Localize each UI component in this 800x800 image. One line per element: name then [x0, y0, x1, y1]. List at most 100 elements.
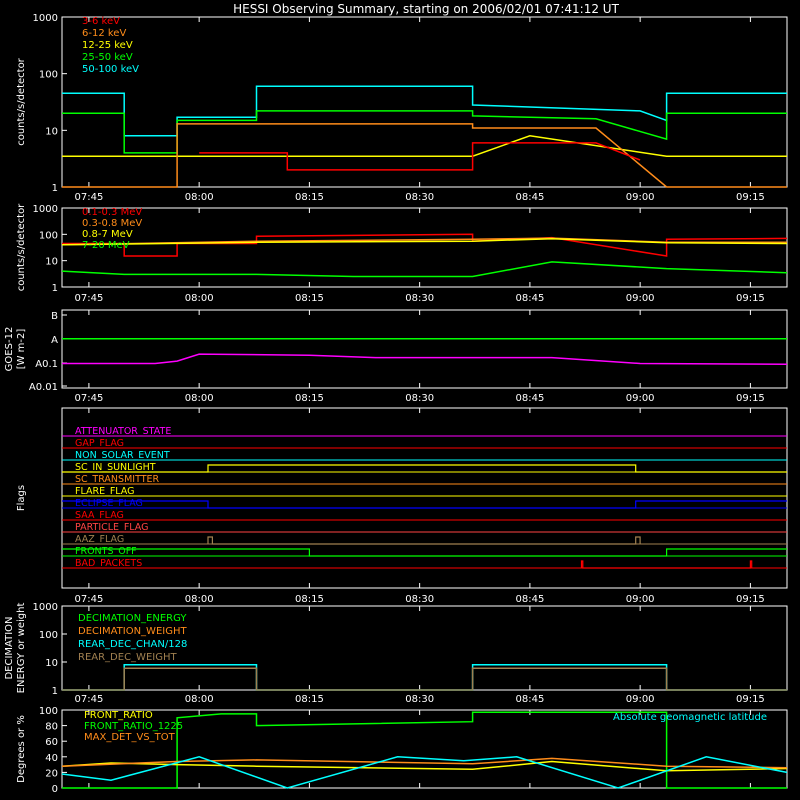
xtick-label: 09:15 [736, 393, 765, 404]
xtick-label: 07:45 [74, 594, 103, 605]
flag-label: SC_IN_SUNLIGHT [75, 462, 156, 473]
flag-label: SC_TRANSMITTER [75, 474, 160, 485]
ytick-label: 40 [45, 753, 58, 764]
series-line [61, 756, 788, 789]
y-axis-label: Flags [16, 485, 27, 511]
ytick-label: 1 [52, 183, 58, 194]
xtick-label: 08:30 [405, 694, 434, 705]
legend-entry: 6-12 keV [82, 28, 126, 39]
xtick-label: 08:45 [515, 694, 544, 705]
ytick-label: 1 [52, 686, 58, 697]
legend-entry: 0.3-0.8 MeV [82, 218, 142, 229]
panels: 1 10 100 1000 counts/s/detector 07:45 08:00 08:… [4, 13, 788, 795]
chart-title: HESSI Observing Summary, starting on 200… [233, 2, 619, 16]
xtick-label: 08:45 [515, 192, 544, 203]
flag-label: SAA_FLAG [75, 510, 124, 521]
flag-series-line [207, 536, 641, 545]
legend-entry: 3-6 keV [82, 16, 120, 27]
legend-entry: REAR_DEC_CHAN/128 [78, 639, 187, 650]
series-line [61, 757, 788, 769]
y-axis-label-2: [W m-2] [16, 329, 27, 370]
ytick-label: A0.1 [35, 359, 58, 370]
series-line [62, 135, 787, 157]
xtick-label: 07:45 [74, 393, 103, 404]
ytick-label: 20 [45, 768, 58, 779]
flag-label: BAD_PACKETS [75, 558, 142, 569]
ytick-label: A0.01 [29, 382, 58, 393]
flag-label: PARTICLE_FLAG [75, 522, 148, 533]
legend-entry: 50-100 keV [82, 64, 139, 75]
panel-frame [61, 407, 788, 589]
ytick-label: 100 [39, 706, 58, 717]
xtick-label: 07:45 [74, 293, 103, 304]
xtick-label: 07:45 [74, 694, 103, 705]
xtick-label: 08:30 [405, 594, 434, 605]
flag-label: ATTENUATOR_STATE [75, 426, 171, 437]
legend-entry: 0.1-0.3 MeV [82, 207, 142, 218]
ytick-label: A [51, 335, 58, 346]
flag-label: FLARE_FLAG [75, 486, 135, 497]
panel-goes: B A A0.1 A0.01 GOES-12 [W m-2] 07:45 08:00 08:15… [4, 309, 788, 404]
y-axis-label: counts/s/detector [16, 57, 27, 145]
xtick-label: 09:15 [736, 192, 765, 203]
series-line [62, 667, 787, 691]
series-line [62, 110, 787, 154]
flag-label: GAP_FLAG [75, 438, 124, 449]
ytick-label: 10 [45, 658, 58, 669]
xtick-label: 09:15 [736, 594, 765, 605]
series-line [199, 142, 641, 171]
panel-frame [61, 309, 788, 389]
ytick-label: 10 [45, 257, 58, 268]
legend-entry: DECIMATION_ENERGY [78, 613, 187, 624]
panel-frame [61, 709, 788, 789]
y-axis-label: DECIMATION [4, 616, 15, 679]
xtick-label: 09:00 [626, 393, 655, 404]
panel-highE: 1 10 100 1000 counts/s/detector 07:45 08:00 08:… [16, 203, 788, 304]
flag-label: AAZ_FLAG [75, 534, 124, 545]
xtick-label: 08:30 [405, 393, 434, 404]
xtick-label: 08:15 [295, 192, 324, 203]
legend-entry: 25-50 keV [82, 52, 133, 63]
xtick-label: 08:15 [295, 694, 324, 705]
ytick-label: 100 [39, 630, 58, 641]
ytick-label: B [51, 311, 58, 322]
flag-series-line [62, 548, 787, 557]
xtick-label: 09:15 [736, 293, 765, 304]
xtick-label: 08:15 [295, 393, 324, 404]
flag-label: FRONTS_OFF [75, 546, 137, 557]
xtick-label: 09:00 [626, 694, 655, 705]
xtick-label: 08:30 [405, 293, 434, 304]
y-axis-label: counts/s/detector [16, 203, 27, 291]
xtick-label: 08:15 [295, 293, 324, 304]
xtick-label: 09:15 [736, 694, 765, 705]
xtick-label: 08:45 [515, 594, 544, 605]
y-axis-label-2: ENERGY or weight [16, 603, 27, 694]
ytick-label: 80 [45, 722, 58, 733]
ytick-label: 1000 [33, 204, 58, 215]
y-axis-label: Degrees or % [16, 715, 27, 783]
ytick-label: 60 [45, 737, 58, 748]
flag-label: ECLIPSE_FLAG [75, 498, 143, 509]
legend-entry: FRONT_RATIO_1225 [84, 721, 183, 732]
ytick-label: 100 [39, 70, 58, 81]
panel-flags: Flags 07:45 08:00 08:15 08:30 08:45 09:00 09:15… [16, 407, 788, 605]
legend-entry: 7-20 MeV [82, 240, 130, 251]
xtick-label: 08:00 [185, 694, 214, 705]
xtick-label: 09:00 [626, 192, 655, 203]
xtick-label: 08:00 [185, 293, 214, 304]
y-axis-label: GOES-12 [4, 327, 15, 372]
flag-series-line [62, 464, 787, 473]
flag-label: NON_SOLAR_EVENT [75, 450, 170, 461]
series-line [62, 711, 787, 789]
xtick-label: 09:00 [626, 594, 655, 605]
ytick-label: 10 [45, 126, 58, 137]
legend-entry: DECIMATION_WEIGHT [78, 626, 187, 637]
series-line [62, 233, 788, 257]
panel-ratio: 0 20 40 60 80 100 Degrees or % FRONT_RATIOFRONT… [16, 706, 788, 795]
xtick-label: 08:15 [295, 594, 324, 605]
xtick-label: 08:00 [185, 393, 214, 404]
xtick-label: 08:00 [185, 192, 214, 203]
ytick-label: 100 [39, 230, 58, 241]
legend-entry: 12-25 keV [82, 40, 133, 51]
